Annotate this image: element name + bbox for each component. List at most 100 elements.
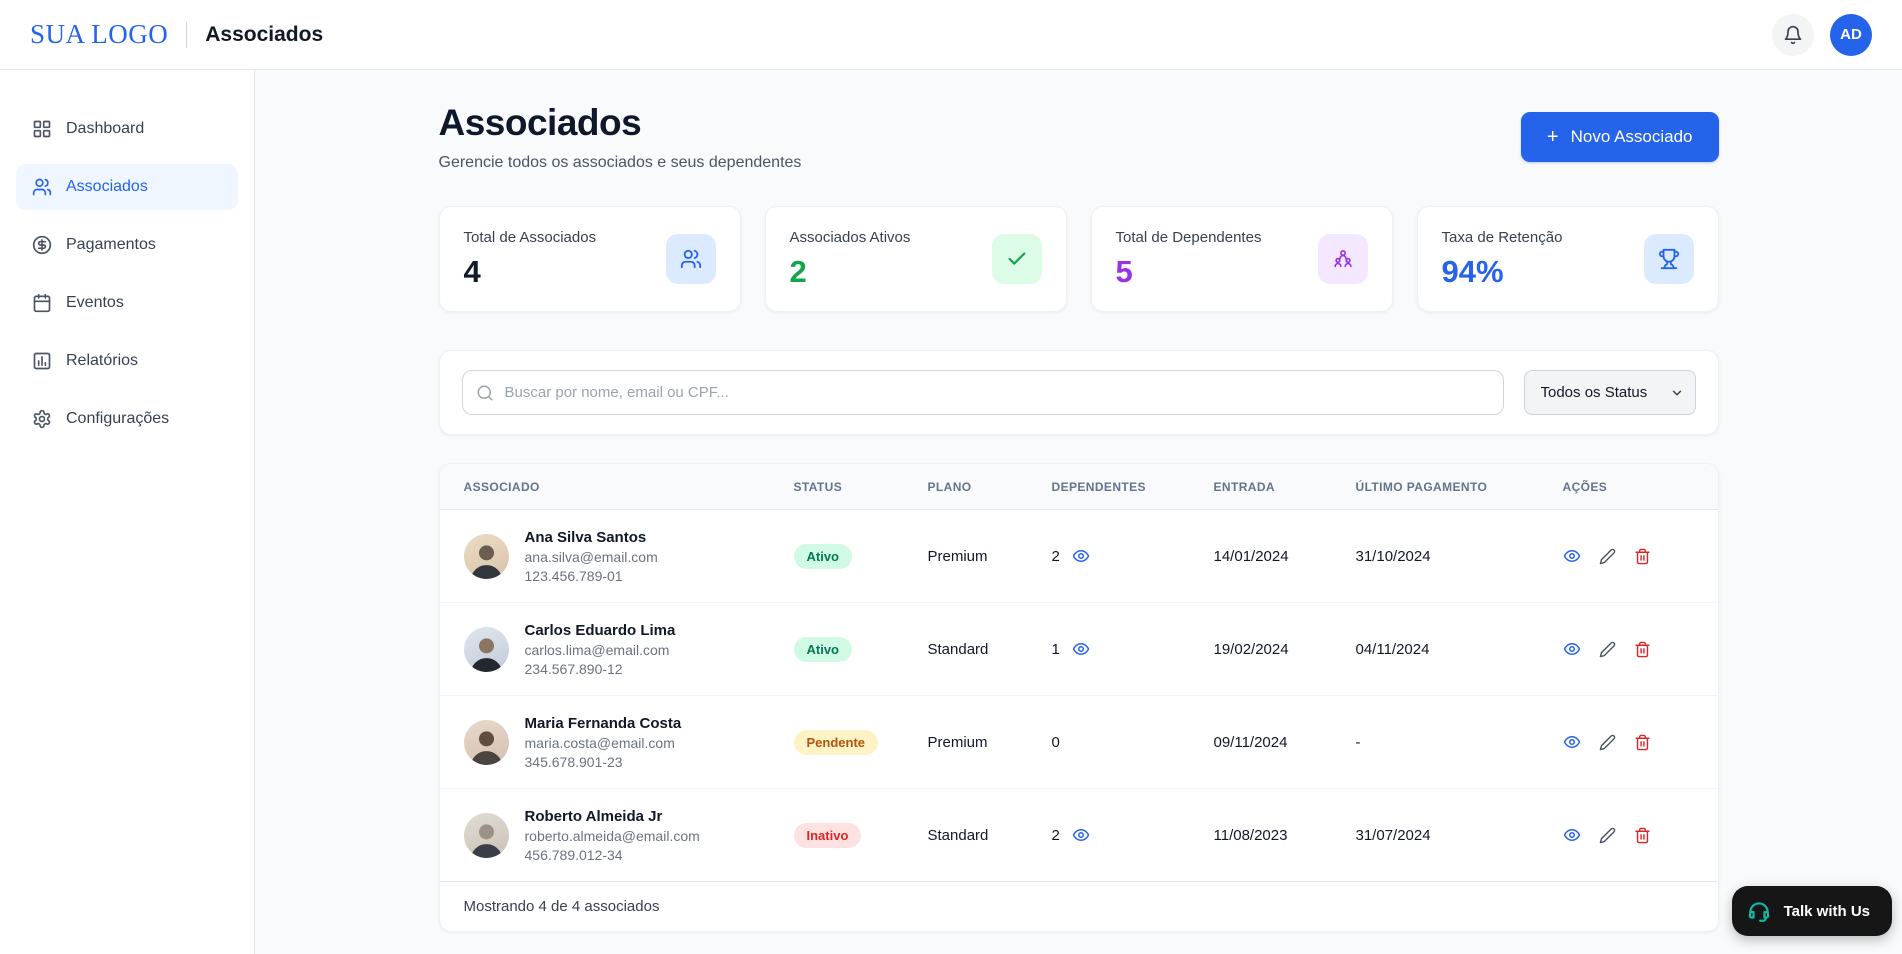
brand-logo[interactable]: SUA LOGO [30,19,169,49]
status-badge: Ativo [793,543,852,569]
member-name: Maria Fernanda Costa [524,714,682,732]
stat-card-total-dependentes: Total de Dependentes 5 [1090,206,1393,312]
eye-icon [1072,547,1090,565]
edit-button[interactable] [1599,548,1616,565]
associados-table: ASSOCIADO STATUS PLANO DEPENDENTES ENTRA… [438,463,1719,932]
last-payment-cell: 31/07/2024 [1355,826,1431,844]
avatar-photo [463,533,509,579]
search-input[interactable] [461,370,1504,415]
page-subtitle: Gerencie todos os associados e seus depe… [438,154,802,171]
family-icon [1317,234,1368,284]
member-name: Carlos Eduardo Lima [524,621,676,639]
member-cpf: 456.789.012-34 [524,846,623,863]
view-button[interactable] [1563,826,1581,844]
view-button[interactable] [1563,640,1581,658]
user-avatar[interactable]: AD [1830,13,1872,56]
chat-widget-button[interactable]: Talk with Us [1731,886,1892,936]
avatar-photo [463,719,509,765]
column-header: STATUS [793,479,843,494]
view-dependents-button[interactable] [1072,826,1090,844]
search-icon [476,384,494,402]
eye-icon [1072,826,1090,844]
headset-icon [1746,898,1772,924]
stat-value: 94% [1441,253,1504,289]
member-email: carlos.lima@email.com [524,641,670,658]
table-header-row: ASSOCIADO STATUS PLANO DEPENDENTES ENTRA… [439,464,1718,510]
view-button[interactable] [1563,733,1581,751]
plan-cell: Premium [927,733,988,751]
top-header: SUA LOGO Associados AD [0,0,1902,70]
header-divider [186,21,188,48]
status-filter-select[interactable]: Todos os Status [1523,370,1696,415]
stat-label: Associados Ativos [789,228,911,246]
plan-cell: Premium [927,547,988,565]
column-header: ENTRADA [1213,479,1275,494]
plan-cell: Standard [927,826,989,844]
stat-card-total-associados: Total de Associados 4 [438,206,741,312]
delete-button[interactable] [1634,641,1651,658]
chat-widget-label: Talk with Us [1783,902,1870,920]
member-email: maria.costa@email.com [524,734,675,751]
view-dependents-button[interactable] [1072,547,1090,565]
edit-button[interactable] [1599,827,1616,844]
member-cpf: 123.456.789-01 [524,567,623,584]
sidebar-item-associados[interactable]: Associados [16,164,238,210]
edit-button[interactable] [1599,734,1616,751]
delete-button[interactable] [1634,734,1651,751]
sidebar-item-pagamentos[interactable]: Pagamentos [16,222,238,268]
sidebar-item-label: Eventos [66,294,124,311]
trash-icon [1634,548,1651,565]
pencil-icon [1599,641,1616,658]
delete-button[interactable] [1634,548,1651,565]
plan-cell: Standard [927,640,989,658]
view-button[interactable] [1563,547,1581,565]
column-header: AÇÕES [1562,479,1608,494]
sidebar-item-relatorios[interactable]: Relatórios [16,338,238,384]
table-footer: Mostrando 4 de 4 associados [463,898,660,915]
sidebar-item-label: Relatórios [66,352,139,369]
dependents-count: 0 [1051,733,1060,751]
last-payment-cell: - [1355,733,1361,751]
dollar-circle-icon [32,235,52,255]
member-email: roberto.almeida@email.com [524,827,700,844]
sidebar-item-eventos[interactable]: Eventos [16,280,238,326]
entry-date-cell: 14/01/2024 [1213,547,1289,565]
sidebar-item-dashboard[interactable]: Dashboard [16,106,238,152]
eye-icon [1563,826,1581,844]
bar-chart-icon [32,351,52,371]
stats-row: Total de Associados 4 Associados Ativos … [438,206,1719,312]
notifications-button[interactable] [1772,13,1814,56]
stat-value: 2 [789,253,807,289]
member-cpf: 345.678.901-23 [524,753,623,770]
sidebar-item-configuracoes[interactable]: Configurações [16,396,238,442]
status-badge: Pendente [793,729,879,755]
stat-label: Taxa de Retenção [1441,228,1563,246]
view-dependents-button[interactable] [1072,640,1090,658]
page-title: Associados [438,102,642,143]
trash-icon [1634,734,1651,751]
pencil-icon [1599,734,1616,751]
trophy-icon [1643,234,1694,284]
member-name: Ana Silva Santos [524,528,647,546]
member-email: ana.silva@email.com [524,548,658,565]
table-row: Maria Fernanda Costa maria.costa@email.c… [439,696,1718,789]
eye-icon [1072,640,1090,658]
sidebar-item-label: Configurações [66,410,170,427]
sidebar-item-label: Associados [66,178,148,195]
bell-icon [1783,25,1803,45]
users-icon [665,234,716,284]
table-row: Roberto Almeida Jr roberto.almeida@email… [439,789,1718,882]
dependents-count: 1 [1051,640,1060,658]
status-badge: Inativo [793,822,862,848]
stat-card-taxa-retencao: Taxa de Retenção 94% [1416,206,1719,312]
main-area: Associados Gerencie todos os associados … [255,70,1902,954]
delete-button[interactable] [1634,827,1651,844]
search-filter-panel: Todos os Status [438,350,1719,435]
breadcrumb: Associados [205,22,324,46]
edit-button[interactable] [1599,641,1616,658]
new-associado-button[interactable]: + Novo Associado [1520,112,1719,162]
status-badge: Ativo [793,636,852,662]
calendar-icon [32,293,52,313]
avatar-photo [463,812,509,858]
last-payment-cell: 04/11/2024 [1355,640,1430,658]
